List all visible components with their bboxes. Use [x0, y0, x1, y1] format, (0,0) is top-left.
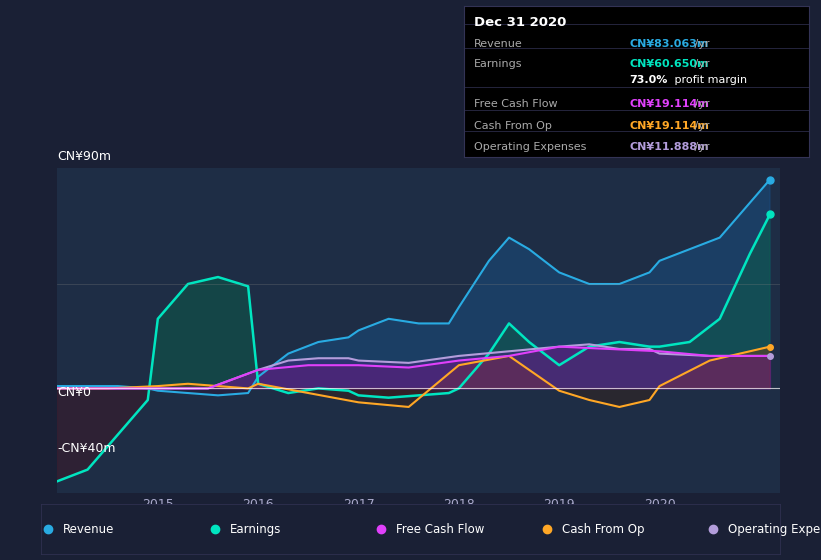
Text: Cash From Op: Cash From Op [562, 522, 644, 536]
Text: CN¥0: CN¥0 [57, 385, 91, 399]
Text: Operating Expenses: Operating Expenses [475, 142, 586, 152]
Text: CN¥19.114m: CN¥19.114m [630, 99, 709, 109]
Text: /yr: /yr [691, 120, 710, 130]
Text: CN¥19.114m: CN¥19.114m [630, 120, 709, 130]
Text: Earnings: Earnings [229, 522, 281, 536]
Text: CN¥83.063m: CN¥83.063m [630, 39, 709, 49]
Text: /yr: /yr [691, 142, 710, 152]
Text: /yr: /yr [691, 59, 710, 68]
Text: 73.0%: 73.0% [630, 75, 667, 85]
Text: Free Cash Flow: Free Cash Flow [396, 522, 484, 536]
Text: /yr: /yr [691, 99, 710, 109]
Text: Earnings: Earnings [475, 59, 523, 68]
Text: /yr: /yr [691, 39, 710, 49]
Text: -CN¥40m: -CN¥40m [57, 441, 116, 455]
Text: CN¥11.888m: CN¥11.888m [630, 142, 709, 152]
Text: profit margin: profit margin [671, 75, 747, 85]
Text: Dec 31 2020: Dec 31 2020 [475, 16, 566, 29]
Text: CN¥60.650m: CN¥60.650m [630, 59, 709, 68]
Text: Revenue: Revenue [63, 522, 115, 536]
Text: CN¥90m: CN¥90m [57, 150, 112, 164]
Text: Free Cash Flow: Free Cash Flow [475, 99, 557, 109]
Text: Cash From Op: Cash From Op [475, 120, 552, 130]
Text: Revenue: Revenue [475, 39, 523, 49]
Text: Operating Expenses: Operating Expenses [728, 522, 821, 536]
